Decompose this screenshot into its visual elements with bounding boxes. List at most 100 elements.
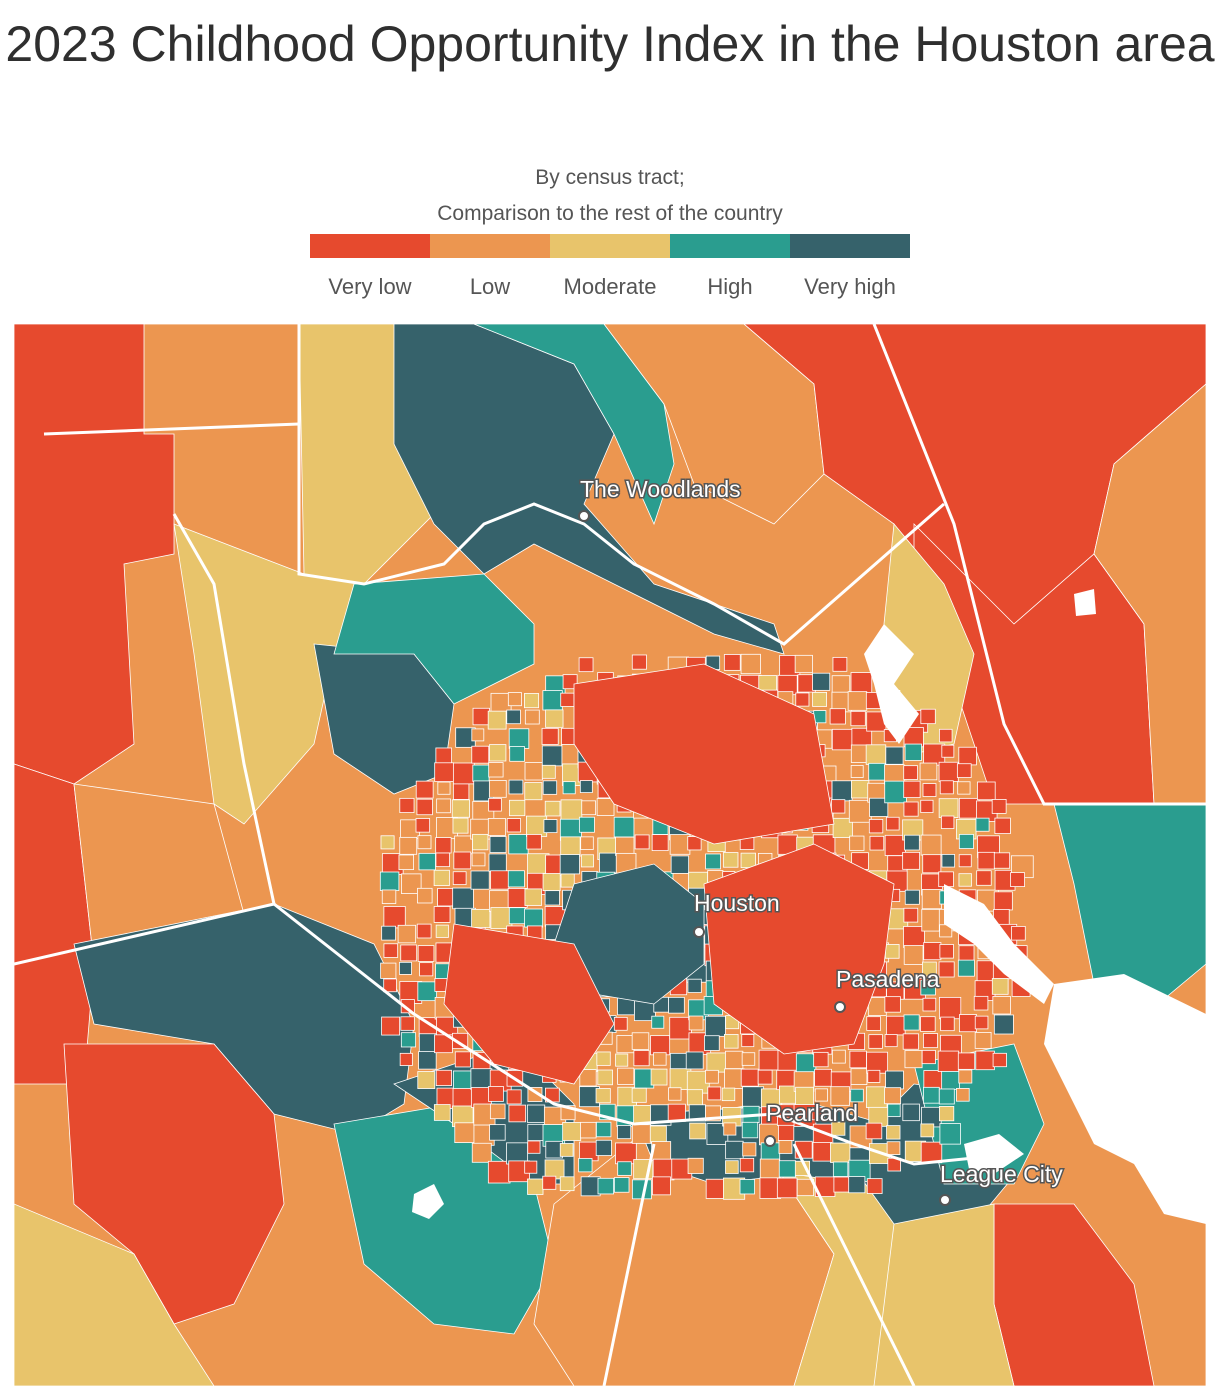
- census-tract: [865, 1086, 888, 1108]
- census-tract: [419, 962, 434, 977]
- census-tract: [903, 926, 925, 948]
- city-label-pasadena: Pasadena: [836, 966, 940, 992]
- census-tract: [597, 1177, 615, 1195]
- legend-label-very-high: Very high: [804, 274, 896, 299]
- census-tract: [920, 834, 942, 856]
- census-tract: [541, 745, 563, 767]
- census-tract: [633, 1050, 650, 1067]
- census-tract: [903, 801, 919, 817]
- census-tract: [526, 834, 542, 850]
- region-southwest-houston-red: [443, 923, 615, 1085]
- census-tract: [542, 780, 558, 795]
- census-tract: [597, 1069, 613, 1086]
- census-tract: [471, 745, 490, 764]
- census-tract: [938, 761, 959, 782]
- census-tract: [471, 908, 491, 929]
- census-tract: [850, 672, 873, 694]
- census-tract: [595, 1139, 612, 1156]
- census-tract: [958, 746, 977, 766]
- census-tract: [940, 815, 955, 829]
- census-tract: [956, 763, 972, 778]
- legend-label-low: Low: [469, 274, 511, 299]
- census-tract: [922, 997, 937, 1012]
- census-tract: [705, 1178, 726, 1199]
- census-tract: [508, 834, 529, 855]
- census-tract: [958, 945, 975, 962]
- census-tract: [868, 1034, 883, 1049]
- census-tract: [559, 1143, 574, 1157]
- census-tract: [904, 889, 920, 905]
- census-tract: [613, 1177, 630, 1193]
- census-tract: [452, 1088, 474, 1109]
- census-tract: [1011, 926, 1026, 941]
- census-tract: [868, 762, 886, 781]
- census-tract: [740, 653, 761, 675]
- census-tract: [615, 1142, 637, 1165]
- census-tract: [992, 996, 1011, 1015]
- census-tract: [742, 1086, 765, 1109]
- census-tract: [903, 1014, 920, 1031]
- city-marker-houston[interactable]: Houston: [693, 889, 781, 938]
- census-tract: [560, 799, 583, 822]
- legend-swatch-moderate: [550, 234, 670, 258]
- census-tract: [397, 924, 417, 944]
- legend-label-high: High: [707, 274, 753, 299]
- census-tract: [974, 1032, 992, 1049]
- census-tract: [814, 1088, 828, 1102]
- census-tract: [544, 890, 560, 906]
- census-tract: [524, 1160, 538, 1174]
- census-tract: [848, 799, 872, 823]
- census-tract: [580, 836, 594, 850]
- city-marker-the-woodlands[interactable]: The Woodlands: [578, 475, 742, 522]
- census-tract: [471, 728, 485, 742]
- water-bodies: [412, 589, 1206, 1224]
- census-tract: [417, 1071, 436, 1089]
- city-dot-pearland: [764, 1135, 776, 1147]
- choropleth-map[interactable]: The Woodlands Houston Pasadena Pearland …: [14, 324, 1206, 1386]
- census-tract: [579, 780, 593, 794]
- census-tract: [581, 800, 597, 816]
- census-tract: [562, 781, 576, 795]
- census-tract: [976, 870, 992, 886]
- census-tract: [489, 1103, 506, 1120]
- census-tract: [527, 1123, 545, 1141]
- city-marker-league-city[interactable]: League City: [939, 1160, 1065, 1206]
- census-tract: [617, 1161, 632, 1176]
- census-tract: [383, 906, 406, 929]
- census-tract: [740, 1068, 759, 1087]
- census-tract: [400, 999, 415, 1014]
- census-tract: [937, 1050, 960, 1072]
- census-tract: [867, 997, 887, 1016]
- census-tract: [472, 833, 489, 851]
- county-line-west: [43, 422, 300, 436]
- city-marker-pasadena[interactable]: Pasadena: [834, 965, 941, 1013]
- census-tract: [721, 1087, 736, 1102]
- census-tract: [506, 1089, 522, 1105]
- census-tract: [832, 817, 853, 839]
- census-tract: [939, 944, 954, 959]
- census-tract: [524, 762, 543, 781]
- census-tract: [938, 871, 954, 888]
- census-tract: [759, 1158, 780, 1179]
- census-tract: [994, 817, 1011, 835]
- census-tract: [831, 1121, 846, 1136]
- census-tract: [650, 1068, 668, 1086]
- census-tract: [400, 944, 418, 962]
- census-tract: [400, 1016, 415, 1031]
- census-tract: [685, 1051, 704, 1070]
- census-tract: [903, 945, 924, 965]
- census-tract: [454, 1122, 475, 1144]
- census-tract: [919, 762, 938, 781]
- census-tract: [991, 978, 1009, 995]
- census-tract: [617, 1067, 635, 1085]
- census-tract: [436, 798, 451, 814]
- census-tract: [489, 744, 507, 762]
- census-tract: [831, 780, 853, 802]
- census-tract: [958, 1069, 973, 1084]
- census-tract: [865, 1122, 883, 1140]
- census-tract: [812, 672, 831, 691]
- census-tract: [454, 835, 473, 855]
- census-tract: [488, 780, 507, 798]
- city-marker-pearland[interactable]: Pearland: [764, 1099, 860, 1147]
- census-tract: [923, 942, 942, 961]
